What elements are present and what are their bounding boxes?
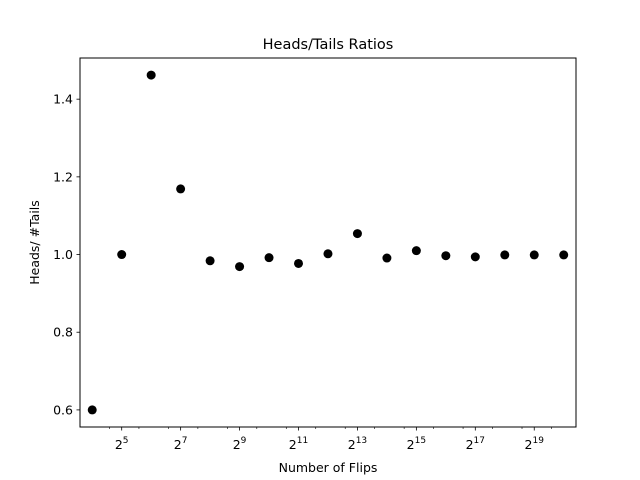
plot-background bbox=[80, 58, 576, 427]
plot-frame bbox=[79, 57, 577, 428]
data-point-16 bbox=[559, 250, 569, 260]
data-point-13 bbox=[470, 252, 480, 262]
x-tick-exp-1: 7 bbox=[182, 436, 188, 446]
data-point-2 bbox=[146, 70, 156, 80]
x-tick-exp-6: 17 bbox=[474, 436, 485, 446]
x-tick-base-7: 2 bbox=[525, 437, 533, 452]
data-point-4 bbox=[205, 256, 215, 266]
x-tick-exp-7: 19 bbox=[532, 436, 544, 446]
x-tick-exp-0: 5 bbox=[123, 436, 129, 446]
data-point-1 bbox=[117, 250, 127, 260]
data-point-15 bbox=[529, 250, 539, 260]
y-axis-label: Heads/ #Tails bbox=[27, 200, 42, 285]
x-tick-base-6: 2 bbox=[466, 437, 474, 452]
x-tick-label-2: 29 bbox=[233, 436, 247, 452]
x-tick-label-6: 217 bbox=[466, 436, 485, 452]
data-point-5 bbox=[235, 262, 245, 272]
x-tick-label-7: 219 bbox=[525, 436, 545, 452]
x-tick-base-1: 2 bbox=[174, 437, 182, 452]
x-tick-base-3: 2 bbox=[289, 437, 297, 452]
x-tick-base-0: 2 bbox=[115, 437, 123, 452]
data-point-10 bbox=[382, 253, 392, 263]
data-point-12 bbox=[441, 251, 451, 261]
x-tick-base-4: 2 bbox=[348, 437, 356, 452]
y-axis: 0.6 0.8 1.0 1.2 1.4 bbox=[53, 92, 80, 417]
x-tick-label-3: 211 bbox=[289, 436, 308, 452]
chart-title: Heads/Tails Ratios bbox=[263, 37, 394, 53]
data-point-14 bbox=[500, 250, 510, 260]
x-tick-exp-4: 13 bbox=[356, 436, 367, 446]
x-tick-label-1: 27 bbox=[174, 436, 188, 452]
x-tick-label-4: 213 bbox=[348, 436, 367, 452]
x-tick-exp-5: 15 bbox=[415, 436, 426, 446]
x-tick-base-5: 2 bbox=[407, 437, 415, 452]
x-tick-base-2: 2 bbox=[233, 437, 241, 452]
y-tick-label-4: 1.4 bbox=[53, 92, 73, 107]
x-axis: 25 27 29 211 213 215 217 219 bbox=[109, 427, 552, 452]
data-point-11 bbox=[411, 246, 421, 256]
data-point-8 bbox=[323, 249, 333, 259]
data-point-9 bbox=[352, 229, 362, 239]
x-tick-label-0: 25 bbox=[115, 436, 129, 452]
y-tick-label-2: 1.0 bbox=[53, 247, 73, 262]
y-tick-label-1: 0.8 bbox=[53, 325, 73, 340]
x-tick-label-5: 215 bbox=[407, 436, 426, 452]
data-point-7 bbox=[294, 258, 304, 268]
x-axis-label: Number of Flips bbox=[279, 460, 378, 475]
data-points bbox=[87, 70, 569, 415]
data-point-3 bbox=[176, 184, 186, 194]
x-tick-exp-2: 9 bbox=[241, 436, 247, 446]
y-tick-label-3: 1.2 bbox=[53, 169, 73, 184]
y-tick-label-0: 0.6 bbox=[53, 402, 73, 417]
data-point-0 bbox=[87, 405, 97, 415]
data-point-6 bbox=[264, 253, 274, 263]
x-tick-exp-3: 11 bbox=[297, 436, 308, 446]
